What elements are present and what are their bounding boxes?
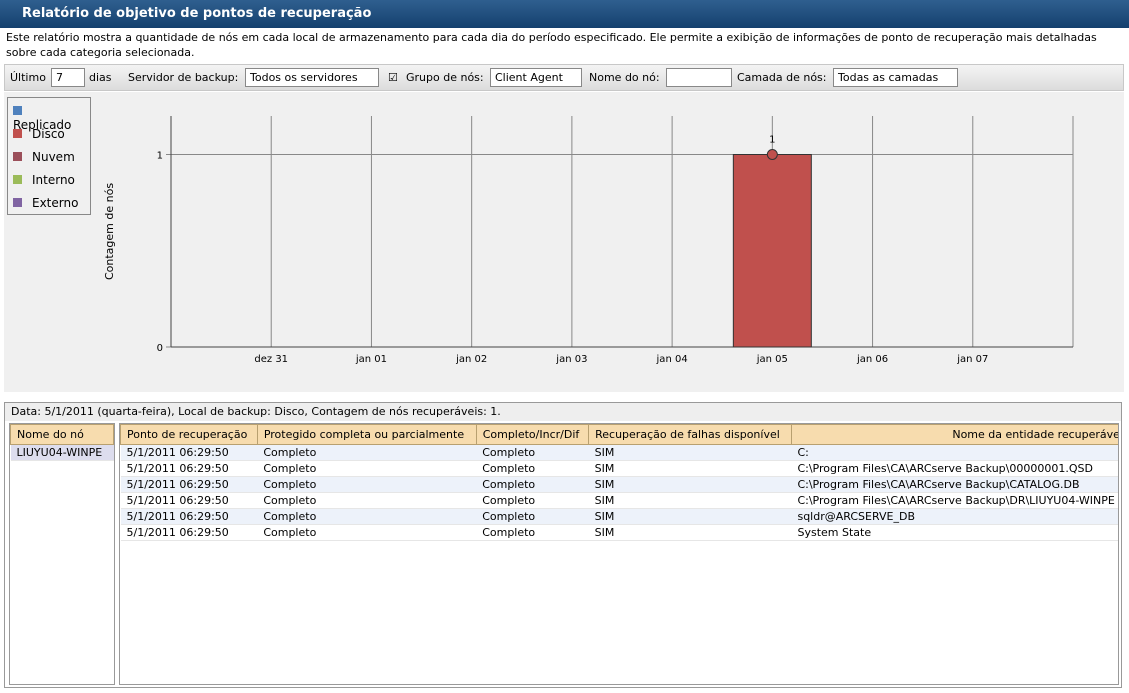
- x-tick-label: dez 31: [254, 354, 288, 365]
- column-header: Nome do nó: [11, 425, 114, 445]
- bar-marker: [767, 150, 777, 160]
- table-row: 5/1/2011 06:29:50CompletoCompletoSIMC:: [121, 445, 1120, 461]
- legend-swatch: [13, 152, 22, 161]
- legend-entry: Interno: [13, 173, 75, 187]
- table-cell: Completo: [476, 525, 588, 541]
- table-cell: Completo: [257, 445, 476, 461]
- table-row: 5/1/2011 06:29:50CompletoCompletoSIMC:\P…: [121, 493, 1120, 509]
- column-header: Recuperação de falhas disponível: [589, 425, 792, 445]
- table-cell: 5/1/2011 06:29:50: [121, 525, 258, 541]
- legend-swatch: [13, 198, 22, 207]
- x-tick-label: jan 07: [956, 354, 988, 365]
- table-cell: Completo: [257, 493, 476, 509]
- x-tick-label: jan 01: [355, 354, 387, 365]
- node-input[interactable]: [666, 68, 732, 87]
- x-tick-label: jan 06: [856, 354, 888, 365]
- x-tick-label: jan 05: [756, 354, 788, 365]
- table-cell: 5/1/2011 06:29:50: [121, 509, 258, 525]
- table-cell: SIM: [589, 525, 792, 541]
- legend-entry: Externo: [13, 196, 78, 210]
- legend-label: Externo: [32, 196, 78, 210]
- legend-entry: Nuvem: [13, 150, 75, 164]
- y-tick-label: 0: [157, 343, 163, 354]
- label: Grupo de nós:: [406, 71, 484, 84]
- table-row: 5/1/2011 06:29:50CompletoCompletoSIMC:\P…: [121, 461, 1120, 477]
- table-cell: SIM: [589, 509, 792, 525]
- table-row: 5/1/2011 06:29:50CompletoCompletoSIMsqld…: [121, 509, 1120, 525]
- description: Este relatório mostra a quantidade de nó…: [6, 30, 1116, 60]
- legend-entry: Disco: [13, 127, 65, 141]
- table-cell: 5/1/2011 06:29:50: [121, 477, 258, 493]
- table-cell: C:: [791, 445, 1119, 461]
- legend-swatch: [13, 106, 22, 115]
- column-header: Completo/Incr/Dif: [476, 425, 588, 445]
- chart: dez 31 jan 01 jan 02 jan 03 jan 04 jan 05 jan …: [0, 92, 1129, 392]
- bar: [733, 155, 811, 348]
- legend-label: Interno: [32, 173, 75, 187]
- y-tick-label: 1: [157, 151, 163, 162]
- window-title: Relatório de objetivo de pontos de recup…: [0, 0, 1129, 28]
- table-cell: Completo: [257, 477, 476, 493]
- checkbox[interactable]: ☑: [388, 71, 398, 84]
- y-axis-label: Contagem de nós: [103, 183, 116, 280]
- label: Último: [10, 71, 46, 84]
- x-tick-label: jan 02: [455, 354, 487, 365]
- x-tick-label: jan 03: [555, 354, 587, 365]
- table-cell: C:\Program Files\CA\ARCserve Backup\DR\L…: [791, 493, 1119, 509]
- table-cell: SIM: [589, 477, 792, 493]
- table-cell: Completo: [476, 461, 588, 477]
- table-cell: SIM: [589, 493, 792, 509]
- label: dias: [89, 71, 112, 84]
- table-cell: System State: [791, 525, 1119, 541]
- details-panel: Data: 5/1/2011 (quarta-feira), Local de …: [4, 402, 1122, 688]
- table-cell: Completo: [476, 477, 588, 493]
- toolbar: Último 7 dias Servidor de backup: Todos …: [4, 64, 1124, 91]
- data-label: 1: [769, 135, 775, 146]
- table-cell: Completo: [257, 461, 476, 477]
- table-cell: SIM: [589, 461, 792, 477]
- table-cell: Completo: [476, 493, 588, 509]
- days-select[interactable]: 7: [51, 68, 85, 87]
- table-row: 5/1/2011 06:29:50CompletoCompletoSIMSyst…: [121, 525, 1120, 541]
- table-cell: 5/1/2011 06:29:50: [121, 445, 258, 461]
- column-header: Ponto de recuperação: [121, 425, 258, 445]
- legend-swatch: [13, 129, 22, 138]
- details-info: Data: 5/1/2011 (quarta-feira), Local de …: [5, 403, 1121, 421]
- legend-swatch: [13, 175, 22, 184]
- table-cell: sqldr@ARCSERVE_DB: [791, 509, 1119, 525]
- label: Camada de nós:: [737, 71, 826, 84]
- table-cell: Completo: [257, 509, 476, 525]
- table-cell: Completo: [257, 525, 476, 541]
- table-cell: 5/1/2011 06:29:50: [121, 493, 258, 509]
- table-cell: SIM: [589, 445, 792, 461]
- label: Nome do nó:: [589, 71, 660, 84]
- node-row[interactable]: LIUYU04-WINPE: [11, 445, 114, 461]
- column-header: Protegido completa ou parcialmente: [257, 425, 476, 445]
- details-table: Ponto de recuperaçãoProtegido completa o…: [119, 423, 1119, 685]
- table-cell: Completo: [476, 445, 588, 461]
- table-cell: Completo: [476, 509, 588, 525]
- node-list: Nome do nóLIUYU04-WINPE: [9, 423, 115, 685]
- table-row: 5/1/2011 06:29:50CompletoCompletoSIMC:\P…: [121, 477, 1120, 493]
- tier-select[interactable]: Todas as camadas: [833, 68, 958, 87]
- legend-label: Disco: [32, 127, 65, 141]
- group-select[interactable]: Client Agent: [490, 68, 582, 87]
- server-select[interactable]: Todos os servidores: [245, 68, 379, 87]
- table-cell: C:\Program Files\CA\ARCserve Backup\0000…: [791, 461, 1119, 477]
- legend-label: Nuvem: [32, 150, 75, 164]
- column-header: Nome da entidade recuperável: [791, 425, 1119, 445]
- label: Servidor de backup:: [128, 71, 238, 84]
- table-cell: 5/1/2011 06:29:50: [121, 461, 258, 477]
- node-name: LIUYU04-WINPE: [11, 445, 114, 461]
- x-tick-label: jan 04: [656, 354, 688, 365]
- legend: ReplicadoDiscoNuvemInternoExterno: [7, 97, 91, 215]
- table-cell: C:\Program Files\CA\ARCserve Backup\CATA…: [791, 477, 1119, 493]
